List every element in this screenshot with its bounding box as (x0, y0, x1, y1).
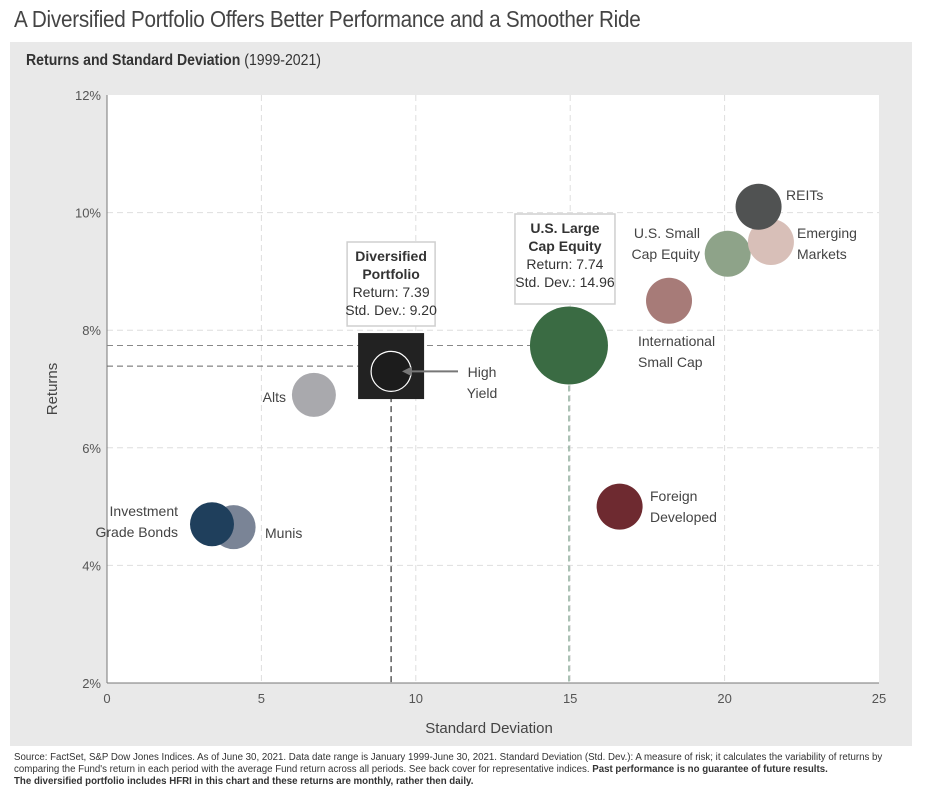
y-tick-label: 2% (82, 676, 101, 691)
callout-us-large-cap-equity-line: U.S. Large (530, 220, 599, 236)
label-investment-grade-bonds: Investment (110, 503, 179, 519)
bubble-international-small-cap (646, 277, 693, 324)
y-tick-label: 8% (82, 323, 101, 338)
footnote-hfri-note: The diversified portfolio includes HFRI … (14, 776, 474, 787)
bubble-reits (735, 183, 782, 230)
x-tick-label: 20 (717, 691, 731, 706)
y-tick-label: 12% (75, 88, 101, 103)
label-high-yield: High (468, 364, 497, 380)
x-axis-title: Standard Deviation (425, 720, 553, 737)
bubble-investment-grade-bonds (189, 502, 234, 547)
callout-us-large-cap-equity: U.S. Large Cap Equity Return: 7.74 Std. Dev… (514, 213, 616, 305)
label-high-yield: Yield (467, 385, 498, 401)
callout-us-large-cap-equity-line: Std. Dev.: 14.96 (515, 274, 615, 290)
bubble-u-s-small-cap-equity (704, 230, 751, 277)
page-title: A Diversified Portfolio Offers Better Pe… (14, 6, 641, 32)
bubble-emerging-markets (747, 219, 794, 265)
y-tick-label: 10% (75, 206, 101, 221)
y-tick-label: 6% (82, 441, 101, 456)
label-foreign-developed: Developed (650, 509, 717, 525)
callout-us-large-cap-equity-box (514, 213, 616, 305)
label-emerging-markets: Markets (797, 246, 847, 262)
label-international-small-cap: International (638, 333, 715, 349)
label-alts: Alts (263, 389, 286, 405)
label-us-small-cap-equity: Cap Equity (632, 246, 700, 262)
footnote-source: Source: FactSet, S&P Dow Jones Indices. … (14, 752, 883, 775)
callout-diversified-portfolio-line: Diversified (355, 248, 427, 264)
callout-us-large-cap-equity-line: Cap Equity (528, 238, 601, 254)
callout-diversified-portfolio-line: Portfolio (362, 266, 420, 282)
label-international-small-cap: Small Cap (638, 354, 703, 370)
footnote: Source: FactSet, S&P Dow Jones Indices. … (14, 752, 892, 788)
x-tick-label: 0 (103, 691, 110, 706)
chart-subtitle-bold: Returns and Standard Deviation (26, 52, 241, 69)
callout-diversified-portfolio: Diversified Portfolio Return: 7.39 Std. Dev… (345, 241, 437, 327)
bubble-foreign-developed (596, 483, 643, 530)
bubble-u-s-large-cap-equity (529, 306, 608, 385)
label-reits: REITs (786, 187, 823, 203)
x-tick-label: 15 (563, 691, 577, 706)
y-axis-title: Returns (44, 363, 61, 416)
high-yield-arrow-head (402, 366, 412, 377)
x-tick-label: 10 (409, 691, 423, 706)
x-tick-label: 25 (872, 691, 886, 706)
callout-diversified-portfolio-box (346, 241, 436, 327)
x-tick-label: 5 (258, 691, 265, 706)
y-tick-label: 4% (82, 558, 101, 573)
chart-subtitle: Returns and Standard Deviation (1999-202… (26, 52, 321, 70)
label-munis: Munis (265, 525, 302, 541)
label-investment-grade-bonds: Grade Bonds (96, 524, 179, 540)
footnote-disclaimer: Past performance is no guarantee of futu… (592, 764, 828, 775)
callout-diversified-portfolio-line: Std. Dev.: 9.20 (345, 302, 437, 318)
label-foreign-developed: Foreign (650, 488, 697, 504)
label-us-small-cap-equity: U.S. Small (634, 225, 700, 241)
bubble-alts (291, 372, 336, 417)
callout-us-large-cap-equity-line: Return: 7.74 (526, 256, 603, 272)
chart-subtitle-range: (1999-2021) (244, 52, 321, 69)
callout-diversified-portfolio-line: Return: 7.39 (353, 284, 430, 300)
scatter-chart: 0 5 10 15 20 25 2% 4% 6% 8% 10% 12% Standard Deviati… (44, 88, 886, 737)
label-emerging-markets: Emerging (797, 225, 857, 241)
